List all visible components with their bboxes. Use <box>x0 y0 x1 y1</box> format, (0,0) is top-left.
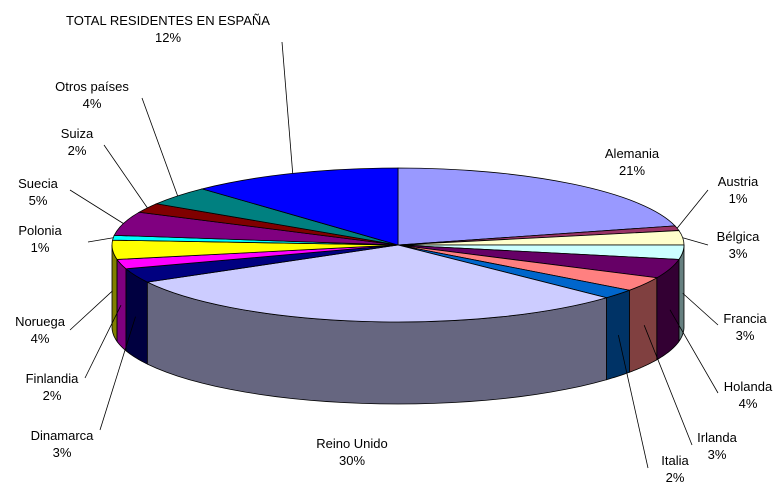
value-label: 4% <box>30 331 50 346</box>
category-label: Finlandia <box>25 371 79 386</box>
slice <box>146 244 609 323</box>
data-label: Francia 3% <box>705 310 782 344</box>
leader-line <box>617 334 649 469</box>
data-label: Suiza 2% <box>42 125 112 159</box>
data-label: Polonia 1% <box>0 222 80 256</box>
leader-line <box>69 189 124 224</box>
value-label: 12% <box>154 30 182 45</box>
value-label: 2% <box>42 388 62 403</box>
leader-line <box>682 237 709 246</box>
category-label: Otros países <box>55 79 129 94</box>
leader-line <box>69 290 113 331</box>
value-label: 3% <box>728 246 748 261</box>
value-label: 2% <box>665 470 685 485</box>
leader-line <box>643 325 693 446</box>
leader-line <box>281 41 294 174</box>
value-label: 3% <box>52 445 72 460</box>
leader-line <box>669 309 719 394</box>
leader-line <box>103 144 148 209</box>
value-label: 4% <box>738 396 758 411</box>
leader-line <box>99 316 136 431</box>
data-label: Noruega 4% <box>0 313 80 347</box>
value-label: 30% <box>338 453 366 468</box>
data-label: Dinamarca 3% <box>17 427 107 461</box>
data-label: Finlandia 2% <box>7 370 97 404</box>
data-label: Otros países 4% <box>42 78 142 112</box>
value-label: 4% <box>82 96 102 111</box>
value-label: 1% <box>30 240 50 255</box>
value-label: 2% <box>67 143 87 158</box>
slice-side <box>116 258 127 352</box>
slice-side <box>628 277 658 373</box>
category-label: Suiza <box>60 126 94 141</box>
category-label: Irlanda <box>697 430 737 445</box>
leader-line <box>676 189 709 229</box>
data-label: Irlanda 3% <box>677 429 757 463</box>
category-label: Francia <box>723 311 767 326</box>
slice-side <box>111 244 118 343</box>
value-label: 3% <box>707 447 727 462</box>
leader-line <box>141 97 179 197</box>
leader-line <box>84 304 122 379</box>
category-label: Italia <box>661 453 689 468</box>
data-label: Suecia 5% <box>3 175 73 209</box>
data-label: Austria 1% <box>698 173 778 207</box>
data-label: Holanda 4% <box>708 378 782 412</box>
data-label: Bélgica 3% <box>698 228 778 262</box>
data-label: Reino Unido 30% <box>292 435 412 469</box>
category-label: Suecia <box>18 176 58 191</box>
slice-side <box>606 289 630 381</box>
data-label: TOTAL RESIDENTES EN ESPAÑA 12% <box>63 12 273 46</box>
category-label: Reino Unido <box>316 436 388 451</box>
category-label: Bélgica <box>716 229 760 244</box>
value-label: 3% <box>735 328 755 343</box>
value-label: 5% <box>28 193 48 208</box>
data-label: Alemania 21% <box>572 145 692 179</box>
value-label: 1% <box>728 191 748 206</box>
category-label: Holanda <box>723 379 773 394</box>
leader-line <box>682 292 719 326</box>
category-label: Polonia <box>18 223 62 238</box>
slice <box>397 167 676 246</box>
leader-line <box>87 237 114 243</box>
category-label: TOTAL RESIDENTES EN ESPAÑA <box>66 13 270 28</box>
data-label: Italia 2% <box>640 452 710 486</box>
category-label: Alemania <box>604 146 660 161</box>
slice-side <box>125 267 148 365</box>
category-label: Austria <box>717 174 759 189</box>
category-label: Dinamarca <box>30 428 94 443</box>
value-label: 21% <box>618 163 646 178</box>
category-label: Noruega <box>15 314 65 329</box>
